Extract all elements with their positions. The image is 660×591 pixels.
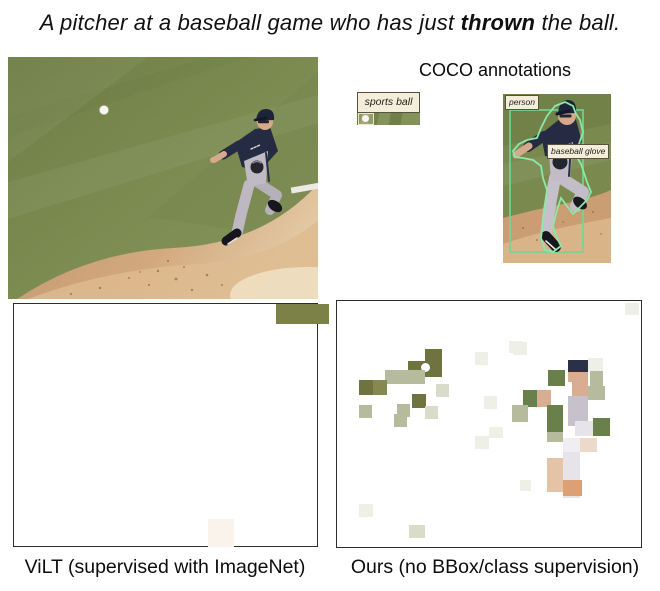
caption-suffix: the ball.: [535, 10, 621, 35]
heatmap-patch: [575, 421, 593, 436]
heatmap-patch: [590, 371, 603, 386]
sports-ball-annotation-crop: sports ball: [357, 92, 420, 126]
heatmap-patch: [489, 427, 503, 438]
person-segmentation-outline: [511, 101, 592, 253]
heatmap-patch: [484, 396, 497, 409]
heatmap-patch: [412, 394, 426, 408]
pitcher-figure: [210, 109, 283, 246]
heatmap-patch: [359, 405, 372, 418]
pitcher-photo-graphic: [3, 57, 386, 323]
heatmap-patch: [625, 303, 639, 315]
heatmap-patch: [520, 480, 531, 491]
heatmap-patch: [593, 418, 610, 436]
heatmap-patch: [409, 525, 425, 538]
heatmap-patch: [572, 382, 588, 396]
heatmap-patch: [512, 405, 528, 422]
baseball-glove-label: baseball glove: [547, 144, 610, 159]
heatmap-patch: [580, 438, 597, 452]
ours-panel-label: Ours (no BBox/class supervision): [350, 556, 640, 578]
heatmap-patch: [276, 304, 329, 324]
heatmap-patch: [588, 358, 603, 371]
vilt-heatmap-panel: [13, 303, 329, 547]
heatmap-patch: [475, 352, 488, 365]
heatmap-patch: [509, 341, 522, 353]
heatmap-patch: [359, 380, 373, 395]
heatmap-patch: [547, 432, 563, 442]
heatmap-patch: [385, 370, 425, 384]
heatmap-patch: [548, 370, 565, 386]
heatmap-patch: [523, 390, 537, 407]
heatmap-patch: [547, 405, 563, 422]
heatmap-patch: [373, 380, 387, 395]
dirt-speckles: [69, 259, 223, 296]
heatmap-patch: [397, 404, 410, 417]
heatmap-patch: [537, 390, 551, 407]
heatmap-patch: [568, 372, 588, 382]
sports-ball-crop-image: [357, 113, 420, 126]
heatmap-patch: [588, 386, 605, 400]
person-label: person: [505, 95, 539, 110]
caption-emphasis: thrown: [460, 10, 536, 35]
baseball: [99, 105, 109, 115]
baseball-pitcher-photo: [3, 57, 386, 323]
heatmap-patch: [547, 458, 563, 492]
person-crop-graphic: [503, 94, 611, 263]
heatmap-patch: [436, 384, 449, 397]
heatmap-patch: [425, 406, 438, 419]
person-annotation-crop: person baseball glove: [503, 94, 611, 263]
heatmap-patch: [563, 438, 580, 452]
heatmap-patch: [421, 363, 430, 372]
coco-annotations-title: COCO annotations: [418, 60, 572, 80]
heatmap-patch: [475, 436, 489, 449]
sports-ball-bbox: [358, 113, 374, 126]
heatmap-patch: [563, 480, 582, 496]
heatmap-patch: [568, 396, 588, 426]
figure-caption: A pitcher at a baseball game who has jus…: [0, 10, 660, 36]
heatmap-patch: [394, 414, 407, 427]
vilt-panel-label: ViLT (supervised with ImageNet): [24, 556, 306, 578]
ours-heatmap-panel: [336, 300, 642, 548]
heatmap-patch: [547, 422, 563, 432]
caption-prefix: A pitcher at a baseball game who has jus…: [39, 10, 461, 35]
person-bbox: [509, 109, 584, 253]
baseball-icon: [362, 115, 369, 123]
sports-ball-label: sports ball: [357, 92, 420, 114]
heatmap-patch: [359, 504, 373, 517]
heatmap-patch: [568, 360, 588, 372]
heatmap-patch: [208, 519, 234, 547]
pitching-rubber: [290, 182, 322, 194]
